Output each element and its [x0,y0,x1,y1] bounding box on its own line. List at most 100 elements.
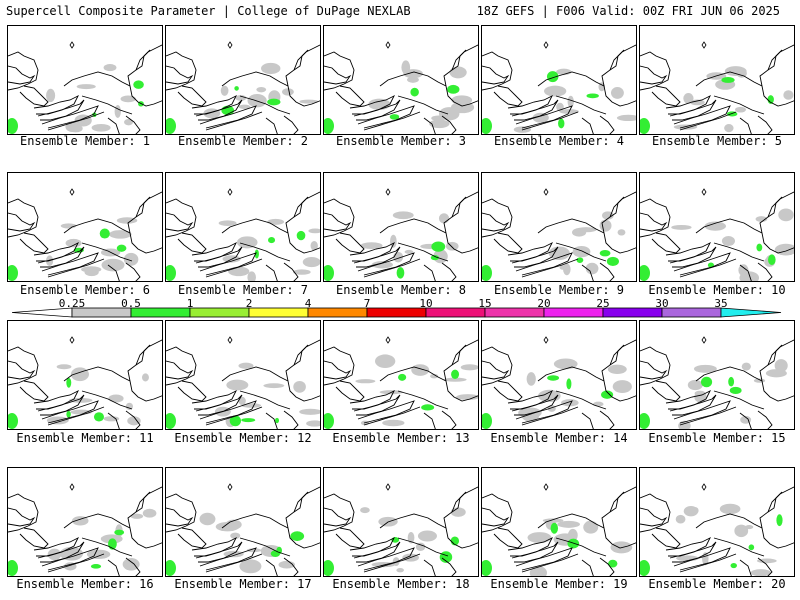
scp-contour-green [166,118,176,134]
map-border-line [125,262,141,281]
colorbar-tick-label: 25 [596,297,610,310]
ensemble-map-panel [481,467,637,577]
scp-contour-green [700,376,713,388]
map-border-line [669,99,717,121]
scp-contour-green [601,390,614,399]
scp-contour-gray [553,358,578,370]
map-border-line [441,262,457,281]
northeast-map [8,188,162,281]
map-border-line [8,493,39,533]
map-border-line [451,49,467,71]
scp-contour-gray [740,415,752,424]
northeast-map [640,483,794,576]
map-border-line [515,252,573,276]
map-border-line [357,400,415,424]
map-border-line [353,541,401,563]
colorbar-segment [425,307,486,318]
scp-contour-gray [756,558,777,564]
chart-title: Supercell Composite Parameter | College … [6,4,411,18]
map-border-line [353,246,401,268]
map-border-line [285,44,320,87]
lake-nipigon-outline [227,483,233,491]
lake-nipigon-outline [385,336,391,344]
northeast-map [166,483,320,576]
scp-contour-gray [721,236,735,247]
lake-nipigon-outline [385,188,391,196]
map-border-line [397,537,449,557]
lake-nipigon-outline [543,336,549,344]
scp-contour-gray [306,420,320,427]
map-border-line [640,507,668,527]
scp-contour-gray [438,213,450,224]
scp-contour-gray [382,419,405,427]
scp-contour-green [421,404,435,411]
ensemble-member-label: Ensemble Member: 2 [177,134,309,148]
map-border-line [125,557,141,576]
scp-contour-gray [719,503,741,515]
scp-contour-gray [70,409,93,415]
map-border-line [41,252,99,276]
map-border-line [324,507,352,527]
northeast-map [482,336,636,429]
map-border-line [521,553,579,573]
map-border-line [324,212,352,232]
scp-contour-green [776,514,783,527]
northeast-map [324,188,478,281]
scp-contour-gray [310,240,318,251]
scp-contour-green [166,265,176,281]
scp-contour-green [324,560,334,576]
map-border-line [609,196,625,218]
scp-contour-gray [567,95,574,108]
map-border-line [199,252,257,276]
scp-shading [8,64,144,134]
scp-contour-gray [390,234,397,248]
colorbar-segment [307,307,368,318]
map-border-line [287,380,320,402]
map-border-line [482,507,510,527]
colorbar-tick-label: 2 [245,297,253,310]
ensemble-map-panel [323,172,479,282]
scp-contour-green [730,562,737,569]
scp-contour-gray [456,394,478,400]
map-border-line [293,491,309,513]
lake-nipigon-outline [227,188,233,196]
map-border-line [451,491,467,513]
ensemble-member-label: Ensemble Member: 5 [651,134,783,148]
scp-contour-gray [199,512,216,526]
map-border-line [451,196,467,218]
map-border-line [199,400,257,424]
map-border-line [581,559,594,576]
map-border-line [195,394,243,416]
scp-contour-gray [374,354,396,368]
lake-nipigon-outline [69,188,75,196]
map-border-line [537,513,605,529]
scp-contour-green [324,265,334,281]
northeast-map [324,336,478,429]
map-border-line [177,527,207,549]
map-border-line [451,344,467,366]
map-border-line [441,115,457,134]
map-border-line [195,99,243,121]
scp-contour-gray [783,90,794,100]
map-border-line [324,51,355,91]
map-border-line [357,252,415,276]
scp-contour-gray [46,88,56,103]
map-border-line [651,380,681,402]
scp-contour-gray [230,532,241,539]
map-border-line [555,537,607,557]
scp-contour-green [290,531,305,541]
map-border-line [353,99,401,121]
map-border-line [63,366,131,382]
map-border-line [37,541,85,563]
map-border-line [493,232,523,254]
map-border-line [125,115,141,134]
colorbar-tick-label: 0.25 [58,297,86,310]
map-border-line [679,553,737,573]
scp-contour-green [608,559,618,568]
map-border-line [445,527,478,549]
map-border-line [379,71,447,87]
scp-contour-gray [116,217,138,224]
map-border-line [679,111,737,131]
map-border-line [515,105,573,129]
map-border-line [445,380,478,402]
